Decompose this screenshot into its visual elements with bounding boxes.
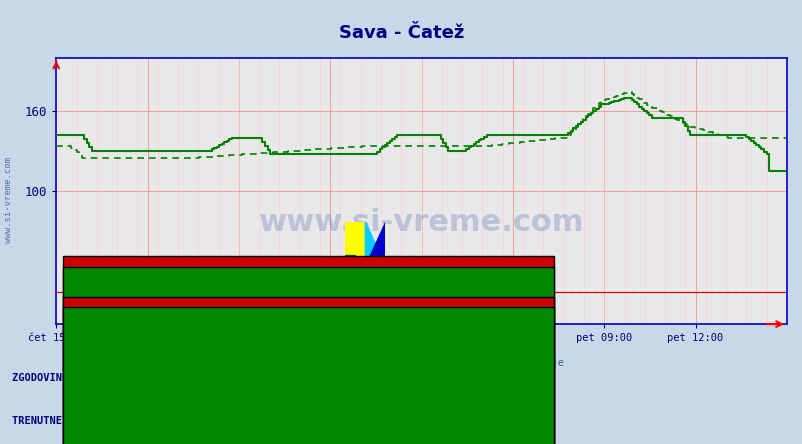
Polygon shape (365, 222, 385, 266)
Text: maks.:: maks.: (265, 383, 302, 393)
Text: 23.5: 23.5 (140, 394, 165, 404)
Text: maks.:: maks.: (265, 425, 302, 435)
Text: temperatura[C]: temperatura[C] (317, 435, 404, 444)
Text: Sava - Čatež: Sava - Čatež (305, 383, 379, 393)
Polygon shape (365, 222, 385, 266)
Text: www.si-vreme.com: www.si-vreme.com (4, 157, 13, 243)
Text: 24.1: 24.1 (265, 435, 290, 444)
Text: sedaj:: sedaj: (80, 383, 118, 393)
Polygon shape (345, 222, 365, 266)
Text: Meritve: povprečne  Enote: metrične  Črta: povprečje: Meritve: povprečne Enote: metrične Črta:… (239, 356, 563, 368)
Text: min.:: min.: (140, 383, 172, 393)
Text: Osveženo: 2024-08-23 13:29:39: Osveženo: 2024-08-23 13:29:39 (310, 381, 492, 391)
Text: 23.9: 23.9 (205, 394, 229, 404)
Text: Slovenija / reke in morje.: Slovenija / reke in morje. (320, 331, 482, 341)
Text: Izrisano: 2024-08-23 13:31:20: Izrisano: 2024-08-23 13:31:20 (310, 393, 492, 403)
Text: 24.6: 24.6 (265, 394, 290, 404)
Text: Sava - Čatež: Sava - Čatež (305, 425, 379, 435)
Text: povpr.:: povpr.: (205, 425, 248, 435)
Text: zadnji dan / 5 minut.: zadnji dan / 5 minut. (335, 343, 467, 353)
Text: 140.0: 140.0 (80, 405, 111, 415)
Text: pretok[m3/s]: pretok[m3/s] (317, 405, 391, 415)
Text: TRENUTNE VREDNOSTI (polna črta):: TRENUTNE VREDNOSTI (polna črta): (12, 415, 212, 426)
Text: sedaj:: sedaj: (80, 425, 118, 435)
Text: Veljavnost: 2024-08-23 13:01: Veljavnost: 2024-08-23 13:01 (314, 368, 488, 378)
Text: min.:: min.: (140, 425, 172, 435)
Text: Sava - Čatež: Sava - Čatež (338, 24, 464, 43)
Text: 23.9: 23.9 (80, 394, 105, 404)
Text: 134.9: 134.9 (205, 405, 236, 415)
Text: ZGODOVINSKE VREDNOSTI (črtkana črta):: ZGODOVINSKE VREDNOSTI (črtkana črta): (12, 373, 243, 384)
Text: povpr.:: povpr.: (205, 383, 248, 393)
Text: temperatura[C]: temperatura[C] (317, 394, 404, 404)
Text: 23.8: 23.8 (205, 435, 229, 444)
Text: 23.4: 23.4 (140, 435, 165, 444)
Polygon shape (345, 255, 355, 266)
Text: 174.7: 174.7 (265, 405, 296, 415)
Text: 120.2: 120.2 (140, 405, 172, 415)
Text: 24.0: 24.0 (80, 435, 105, 444)
Text: www.si-vreme.com: www.si-vreme.com (258, 208, 584, 238)
